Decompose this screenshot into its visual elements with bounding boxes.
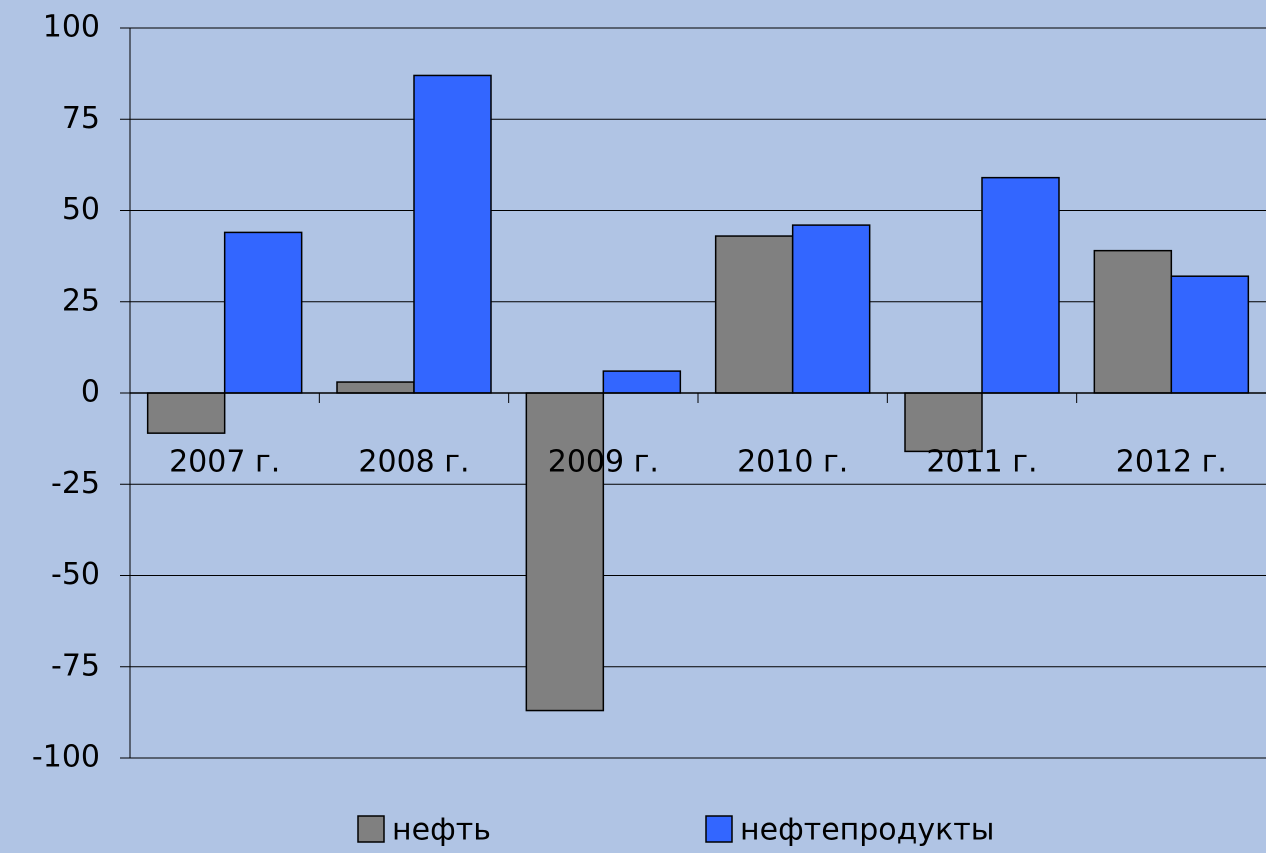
x-tick-label: 2008 г. xyxy=(358,445,469,480)
bar xyxy=(981,176,1060,394)
bar xyxy=(602,370,682,394)
y-tick-label: -50 xyxy=(51,557,100,592)
bar xyxy=(146,392,226,434)
bar xyxy=(714,235,794,394)
y-tick-label: -25 xyxy=(51,466,100,501)
y-tick-label: 50 xyxy=(62,192,100,227)
y-tick-label: 100 xyxy=(43,10,100,45)
x-tick-label: 2009 г. xyxy=(548,445,659,480)
x-tick-label: 2010 г. xyxy=(737,445,848,480)
bar xyxy=(525,392,605,712)
bar xyxy=(904,392,983,453)
legend-label: нефть xyxy=(392,813,491,848)
y-tick-label: -75 xyxy=(51,648,100,683)
y-tick-label: -100 xyxy=(32,740,100,775)
x-tick-label: 2007 г. xyxy=(169,445,280,480)
x-tick-label: 2012 г. xyxy=(1116,445,1227,480)
bar xyxy=(1093,249,1173,394)
legend-label: нефтепродукты xyxy=(740,813,994,848)
bar xyxy=(1170,275,1250,394)
bar xyxy=(223,231,303,394)
bar xyxy=(413,74,492,394)
legend-swatch xyxy=(705,815,733,843)
bar xyxy=(791,224,871,394)
bar xyxy=(336,381,415,394)
y-tick-label: 25 xyxy=(62,283,100,318)
legend-swatch xyxy=(357,815,385,843)
y-tick-label: 75 xyxy=(62,101,100,136)
x-tick-label: 2011 г. xyxy=(926,445,1037,480)
y-tick-label: 0 xyxy=(81,375,100,410)
